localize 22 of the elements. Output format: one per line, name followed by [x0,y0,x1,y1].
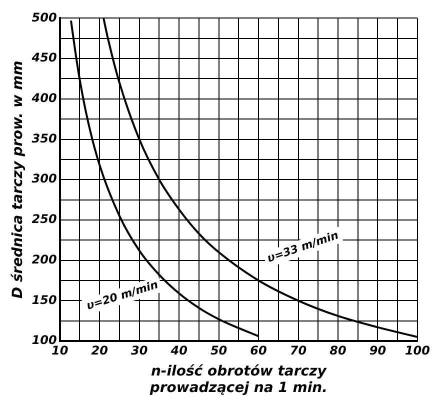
x-tick-label: 20 [91,343,108,358]
y-axis-title: D średnica tarczy prow. w mm [10,60,26,299]
x-tick-label: 30 [130,343,148,358]
x-tick-label: 10 [51,343,68,358]
x-tick-label: 90 [369,343,386,358]
y-tick-label: 200 [32,252,57,266]
x-tick-label: 80 [330,343,346,358]
x-tick-label: 50 [210,343,228,358]
x-tick-label: 60 [250,343,267,358]
y-tick-label: 300 [32,172,57,186]
y-tick-label: 400 [30,91,57,106]
y-tick-label: 250 [32,212,57,226]
x-axis-title: n-ilość obrotów tarczy prowadzącej na 1 min. [148,363,328,396]
x-tick-label: 40 [170,343,188,358]
x-tick-label: 70 [290,343,307,358]
annotation: υ=20 m/min [84,278,160,312]
y-tick-label: 150 [32,292,57,307]
x-tick-label: 100 [404,343,430,358]
y-tick-label: 500 [32,10,57,24]
y-tick-label: 450 [30,50,57,65]
annotation: υ=33 m/min [266,228,340,265]
y-tick-label: 350 [32,131,57,146]
